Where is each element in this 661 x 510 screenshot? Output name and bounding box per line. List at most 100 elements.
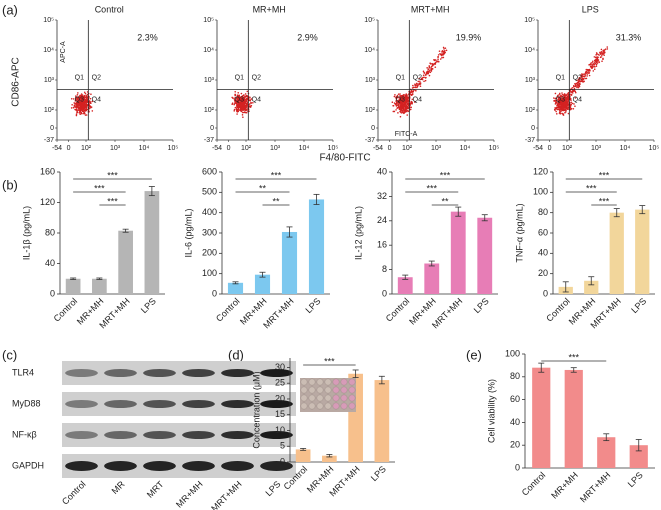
dot xyxy=(399,108,402,111)
y-tick-label: 10² xyxy=(44,107,55,114)
dot xyxy=(594,60,597,63)
dot xyxy=(566,102,569,105)
dot xyxy=(553,108,556,111)
dot xyxy=(395,109,397,111)
dot xyxy=(411,101,414,104)
dot xyxy=(443,50,446,52)
inset-well xyxy=(308,378,316,386)
quadrant-label: Q2 xyxy=(413,74,422,81)
error-bar xyxy=(148,186,155,197)
dot xyxy=(81,112,83,115)
error-bar xyxy=(428,260,435,267)
error-bar xyxy=(635,439,642,452)
y-axis-label: Cell viability (%) xyxy=(486,379,496,443)
dot xyxy=(600,53,602,56)
dot xyxy=(399,95,402,97)
dot xyxy=(558,108,561,111)
significance-label: *** xyxy=(426,183,437,193)
y-tick-label: 8 xyxy=(382,264,387,274)
x-tick-label: LPS xyxy=(139,296,158,315)
blot-band xyxy=(182,369,215,377)
dot xyxy=(561,104,564,106)
dot xyxy=(431,65,433,68)
dot xyxy=(240,97,242,100)
dot xyxy=(416,85,419,88)
error-bar xyxy=(70,277,77,280)
dot xyxy=(419,80,421,83)
dot xyxy=(233,103,236,106)
error-bar xyxy=(300,448,307,451)
dot xyxy=(75,102,77,105)
dot xyxy=(591,61,593,64)
blot-band xyxy=(104,369,137,377)
dot xyxy=(401,98,404,101)
dot xyxy=(561,106,564,109)
y-tick-label: 25 xyxy=(275,378,285,388)
dot xyxy=(442,54,445,56)
x-tick-label: 0 xyxy=(388,145,392,152)
dot xyxy=(402,96,405,99)
dot xyxy=(592,70,595,72)
dot xyxy=(81,102,84,105)
y-tick-label: 40 xyxy=(510,417,520,427)
dot xyxy=(395,98,398,100)
blot-band xyxy=(260,400,293,408)
dot xyxy=(577,81,579,84)
dot xyxy=(88,96,90,98)
dot xyxy=(571,102,574,105)
dot xyxy=(234,106,237,109)
dot xyxy=(76,93,79,96)
dot xyxy=(596,62,599,64)
quadrant-label: Q3 xyxy=(556,96,565,103)
inset-well xyxy=(324,386,332,394)
dot xyxy=(597,53,599,56)
dot xyxy=(404,101,407,104)
x-tick-label: 10³ xyxy=(591,145,602,152)
y-tick-label: 10³ xyxy=(525,77,536,84)
dot xyxy=(83,112,86,115)
dot xyxy=(420,78,422,81)
flow-title: MR+MH xyxy=(253,4,286,14)
dot xyxy=(243,102,246,105)
dot xyxy=(400,109,403,112)
dot xyxy=(407,107,409,109)
dot xyxy=(74,100,77,102)
dot xyxy=(237,107,240,109)
dot xyxy=(399,96,401,99)
dot xyxy=(404,105,406,108)
lane-label: MR+MH xyxy=(174,479,205,510)
dot xyxy=(78,106,81,109)
x-tick-label: 0 xyxy=(548,145,552,152)
dot xyxy=(397,99,399,102)
y-tick-label: 500 xyxy=(202,187,217,197)
significance-label: *** xyxy=(94,183,105,193)
dot xyxy=(249,96,251,99)
flow-x-label: F4/80-FITC xyxy=(319,153,370,164)
inset-well xyxy=(340,378,348,386)
dot xyxy=(564,101,567,103)
dot xyxy=(80,101,83,104)
dot xyxy=(574,90,576,92)
dot xyxy=(444,47,447,49)
dot xyxy=(574,91,577,94)
significance-label: *** xyxy=(599,170,610,180)
dot xyxy=(393,95,396,98)
inset-well xyxy=(340,386,348,394)
significance-label: ** xyxy=(272,196,280,206)
inset-well xyxy=(332,386,340,394)
dot xyxy=(239,99,242,102)
dot xyxy=(407,99,409,102)
dot xyxy=(561,112,563,115)
dot xyxy=(599,51,601,54)
dot xyxy=(602,49,605,52)
dot xyxy=(237,95,239,98)
dot xyxy=(404,98,406,100)
dot xyxy=(561,92,563,94)
bar xyxy=(564,369,583,468)
x-tick-label: 10⁵ xyxy=(489,145,500,152)
dot xyxy=(579,79,581,82)
error-bar xyxy=(588,276,595,286)
dot xyxy=(592,63,594,66)
dot xyxy=(411,98,414,101)
dot xyxy=(394,94,396,96)
